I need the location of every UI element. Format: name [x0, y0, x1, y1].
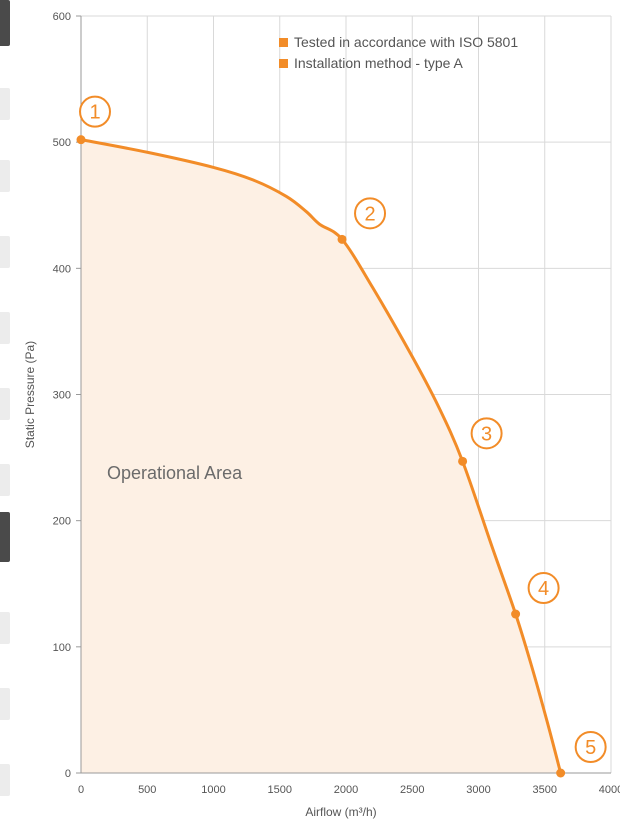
curve-point: [556, 768, 566, 778]
point-label-circle: [527, 572, 560, 605]
legend: Tested in accordance with ISO 5801 Insta…: [279, 34, 518, 71]
point-label: 5: [585, 737, 596, 759]
x-tick-label: 2500: [400, 784, 424, 796]
point-label-circle: [470, 417, 503, 450]
legend-swatch: [279, 38, 288, 47]
y-tick-label: 400: [53, 263, 71, 275]
side-tab: [0, 236, 10, 268]
tick-labels: 0500100015002000250030003500400001002003…: [53, 11, 620, 796]
y-tick-label: 0: [65, 768, 71, 780]
curve-point: [76, 135, 86, 145]
legend-entry: Tested in accordance with ISO 5801: [294, 34, 518, 50]
side-tab: [0, 764, 10, 796]
performance-curve: [80, 138, 563, 774]
side-tab: [0, 388, 10, 420]
x-tick-label: 1500: [268, 784, 292, 796]
x-tick-label: 0: [78, 784, 84, 796]
point-label-circle: [574, 731, 607, 763]
y-tick-label: 600: [53, 11, 71, 23]
curve-markers: 1 2 3 4 5: [76, 95, 607, 778]
y-tick-label: 300: [53, 390, 71, 402]
side-tab: [0, 0, 10, 46]
side-tab: [0, 88, 10, 120]
side-tab: [0, 464, 10, 496]
curve-point: [337, 234, 347, 244]
operational-area-fill: [81, 139, 561, 774]
y-axis-label: Static Pressure (Pa): [23, 341, 37, 448]
point-label: 1: [89, 102, 100, 124]
side-tab: [0, 512, 10, 562]
point-label-circle: [79, 95, 111, 128]
side-tab: [0, 612, 10, 644]
side-tab: [0, 160, 10, 192]
side-tab: [0, 688, 10, 720]
point-label: 4: [538, 578, 549, 600]
x-tick-label: 1000: [201, 784, 225, 796]
x-tick-label: 500: [138, 784, 156, 796]
x-tick-label: 3000: [466, 784, 490, 796]
x-tick-label: 3500: [533, 784, 557, 796]
legend-swatch: [279, 59, 288, 68]
y-tick-label: 500: [53, 137, 71, 149]
curve-point: [458, 456, 468, 466]
point-label-circle: [354, 197, 387, 230]
x-tick-label: 2000: [334, 784, 358, 796]
side-tab: [0, 312, 10, 344]
area-label: Operational Area: [107, 463, 243, 483]
y-tick-label: 200: [53, 516, 71, 528]
point-label: 2: [364, 203, 375, 225]
legend-entry: Installation method - type A: [294, 55, 464, 71]
x-axis-label: Airflow (m³/h): [305, 805, 376, 819]
curve-point: [511, 609, 521, 619]
point-label: 3: [481, 423, 492, 445]
y-tick-label: 100: [53, 642, 71, 654]
